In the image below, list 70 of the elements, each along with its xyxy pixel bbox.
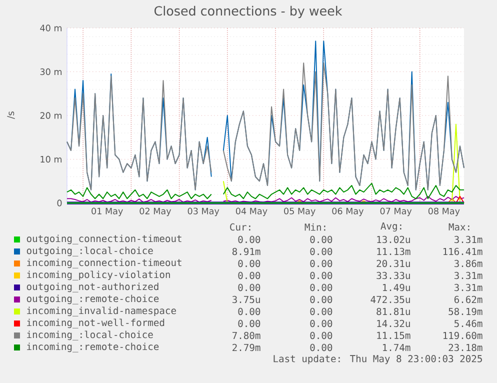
x-tick-label: 05 May bbox=[284, 208, 316, 216]
text: 0.00 bbox=[238, 260, 260, 268]
text: 0.00 bbox=[310, 320, 332, 328]
x-tick-label: 06 May bbox=[332, 208, 364, 216]
text: 3.75u bbox=[232, 296, 260, 304]
legend-label: incoming_:local-choice bbox=[27, 330, 153, 340]
text: 6.62m bbox=[454, 296, 482, 304]
text: 14.32u bbox=[377, 320, 410, 328]
text: 3.86m bbox=[454, 260, 482, 268]
text: 0.00 bbox=[238, 320, 260, 328]
text: Cur: bbox=[230, 223, 250, 231]
y-tick-label: 0 bbox=[57, 200, 62, 206]
chart-title: Closed connections - by week bbox=[154, 6, 342, 18]
text: 0.00 bbox=[310, 236, 332, 244]
text: 1.74m bbox=[382, 344, 410, 352]
text: 0.00 bbox=[310, 260, 332, 268]
text: Min: bbox=[304, 223, 326, 231]
x-tick-label: 03 May bbox=[188, 208, 220, 216]
text: 119.60m bbox=[443, 332, 482, 340]
text: 13.02u bbox=[377, 236, 410, 244]
x-tick-label: 08 May bbox=[428, 208, 460, 216]
x-tick-label: 01 May bbox=[92, 208, 123, 216]
text: 0.00 bbox=[310, 332, 332, 340]
text: 11.13m bbox=[377, 248, 410, 256]
text: 1.49u bbox=[382, 284, 410, 292]
text: 472.35u bbox=[370, 296, 410, 304]
legend-label: incoming_not-well-formed bbox=[27, 318, 164, 328]
text: 20.31u bbox=[376, 260, 410, 268]
legend-label: outgoing_:remote-choice bbox=[26, 294, 159, 304]
legend-label: outgoing_:local-choice bbox=[26, 246, 153, 256]
text: 0.00 bbox=[310, 272, 332, 280]
legend-label: incoming_connection-timeout bbox=[27, 258, 182, 268]
text: 23.18m bbox=[448, 344, 482, 352]
x-tick-label: 07 May bbox=[380, 208, 412, 216]
text: 8.91m bbox=[232, 248, 260, 256]
text: 81.81u bbox=[376, 308, 410, 316]
y-tick-label: 10 m bbox=[40, 156, 62, 163]
y-axis-title: /s bbox=[7, 111, 15, 120]
y-tick-label: 40 m bbox=[40, 24, 62, 32]
text: 3.31m bbox=[454, 236, 482, 244]
text: Last update: Thu May 8 23:00:03 2025 bbox=[274, 354, 482, 364]
text: 0.00 bbox=[238, 272, 260, 280]
text: 0.00 bbox=[238, 308, 260, 316]
legend-label: outgoing_connection-timeout bbox=[26, 234, 182, 244]
x-tick-label: 04 May bbox=[236, 208, 268, 216]
legend-label: incoming_policy-violation bbox=[27, 270, 170, 280]
text: 0.00 bbox=[310, 308, 332, 316]
text: 33.33u bbox=[376, 272, 410, 280]
text: 116.41m bbox=[443, 248, 482, 256]
text: 3.31m bbox=[454, 284, 482, 292]
text: Avg: bbox=[380, 222, 402, 232]
text: 0.00 bbox=[238, 236, 260, 244]
text: 2.79m bbox=[232, 344, 260, 352]
legend-label: incoming_invalid-namespace bbox=[27, 306, 176, 316]
text: 0.00 bbox=[238, 284, 260, 292]
text: 0.00 bbox=[310, 344, 332, 352]
x-tick-label: 02 May bbox=[140, 208, 172, 216]
y-tick-label: 20 m bbox=[40, 112, 62, 119]
text: 58.19m bbox=[448, 308, 482, 316]
text: 0.00 bbox=[310, 248, 332, 256]
text: 5.46m bbox=[454, 320, 482, 328]
text: 11.15m bbox=[377, 332, 410, 340]
text: 7.80m bbox=[232, 332, 260, 340]
text: 0.00 bbox=[310, 284, 332, 292]
text: 0.00 bbox=[310, 296, 332, 304]
text: Max: bbox=[448, 223, 470, 231]
text: 3.31m bbox=[454, 272, 482, 280]
legend-label: incoming_:remote-choice bbox=[27, 342, 159, 352]
y-tick-label: 30 m bbox=[40, 68, 62, 76]
legend-label: outgoing_not-authorized bbox=[26, 282, 158, 292]
